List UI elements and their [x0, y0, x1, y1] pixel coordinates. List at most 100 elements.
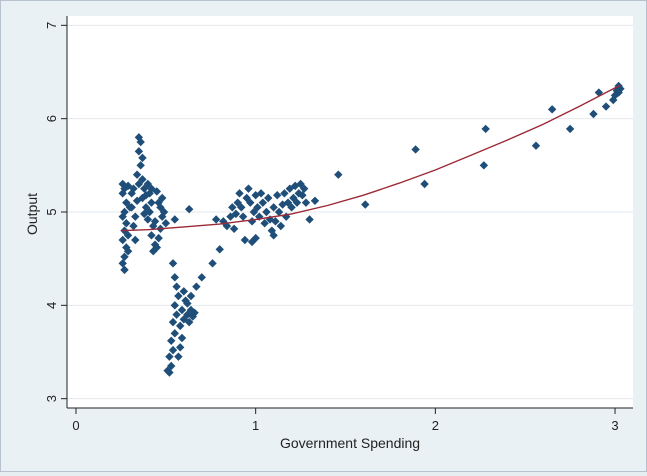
data-point: [149, 221, 158, 231]
data-point: [158, 212, 167, 221]
data-point: [238, 212, 248, 221]
data-point: [226, 212, 235, 221]
data-point: [222, 221, 232, 231]
data-point: [334, 170, 343, 179]
data-point: [129, 221, 138, 231]
y-tick-label: 7: [44, 22, 59, 29]
data-point: [167, 361, 176, 371]
data-point: [129, 184, 138, 193]
x-axis-label: Government Spending: [280, 435, 420, 451]
x-tick-label: 0: [72, 418, 79, 433]
data-point: [179, 287, 188, 296]
data-point: [150, 217, 160, 226]
data-point: [118, 179, 127, 189]
data-point: [287, 203, 296, 212]
data-point: [235, 189, 244, 198]
data-point: [141, 191, 151, 200]
data-point: [253, 203, 262, 212]
data-point: [118, 189, 127, 198]
data-point: [251, 233, 260, 243]
data-point: [147, 198, 156, 207]
data-point: [143, 215, 153, 224]
data-point: [301, 198, 311, 207]
data-point: [122, 219, 131, 228]
data-point: [192, 282, 201, 291]
data-point: [123, 247, 133, 256]
data-point: [168, 317, 178, 327]
data-point: [211, 215, 221, 224]
data-point: [594, 88, 604, 97]
data-point: [298, 191, 307, 200]
y-axis-label: Output: [24, 193, 40, 235]
data-point: [246, 198, 255, 207]
data-point: [174, 352, 183, 361]
data-point: [152, 243, 162, 252]
y-tick-label: 6: [44, 115, 59, 122]
data-point: [143, 179, 153, 189]
data-point: [190, 308, 199, 317]
data-point: [614, 88, 623, 97]
data-point: [274, 207, 284, 217]
data-point: [262, 207, 271, 217]
data-point: [132, 170, 142, 179]
y-tick-label: 4: [44, 302, 59, 309]
data-point: [147, 231, 156, 240]
data-point: [299, 184, 309, 193]
data-point: [165, 352, 174, 361]
data-point: [161, 219, 171, 228]
data-point: [118, 259, 127, 268]
y-tick-label: 5: [44, 208, 59, 215]
data-point: [167, 336, 176, 345]
data-point: [616, 84, 625, 93]
data-point: [305, 215, 314, 224]
data-point: [264, 193, 273, 203]
data-point: [138, 153, 147, 163]
data-point: [120, 207, 129, 217]
data-point: [176, 343, 185, 352]
data-point: [138, 175, 147, 184]
data-point: [177, 305, 187, 315]
data-point: [289, 193, 298, 203]
data-point: [271, 217, 280, 226]
data-point: [131, 212, 140, 221]
data-point: [168, 345, 178, 355]
axes: 3 4 5 6 7 0 1 2 3: [44, 16, 633, 433]
data-point: [145, 207, 154, 217]
data-point: [134, 179, 144, 189]
data-point: [269, 231, 278, 240]
data-point: [176, 321, 185, 331]
data-point: [601, 102, 611, 111]
data-point: [154, 233, 163, 243]
data-point: [411, 145, 420, 154]
data-point: [531, 141, 541, 150]
data-point: [240, 235, 250, 245]
data-point: [127, 203, 136, 212]
data-point: [237, 203, 246, 212]
y-tick-label: 3: [44, 395, 59, 402]
data-point: [136, 161, 145, 170]
data-point: [280, 189, 289, 198]
data-point: [123, 181, 133, 191]
data-point: [269, 203, 278, 212]
data-point: [120, 265, 129, 275]
data-point: [244, 184, 253, 193]
data-point: [177, 333, 187, 343]
x-tick-label: 3: [611, 418, 618, 433]
data-point: [481, 124, 490, 134]
data-point: [120, 252, 129, 261]
data-point: [122, 243, 131, 252]
data-point: [118, 235, 127, 245]
data-point: [609, 95, 618, 105]
data-layer: [118, 81, 625, 377]
data-point: [131, 235, 140, 245]
data-point: [228, 203, 237, 212]
data-point: [231, 209, 241, 219]
data-point: [159, 207, 169, 217]
data-point: [310, 196, 320, 205]
data-point: [565, 124, 575, 134]
data-point: [184, 205, 194, 214]
data-point: [172, 282, 181, 291]
data-point: [172, 310, 181, 319]
